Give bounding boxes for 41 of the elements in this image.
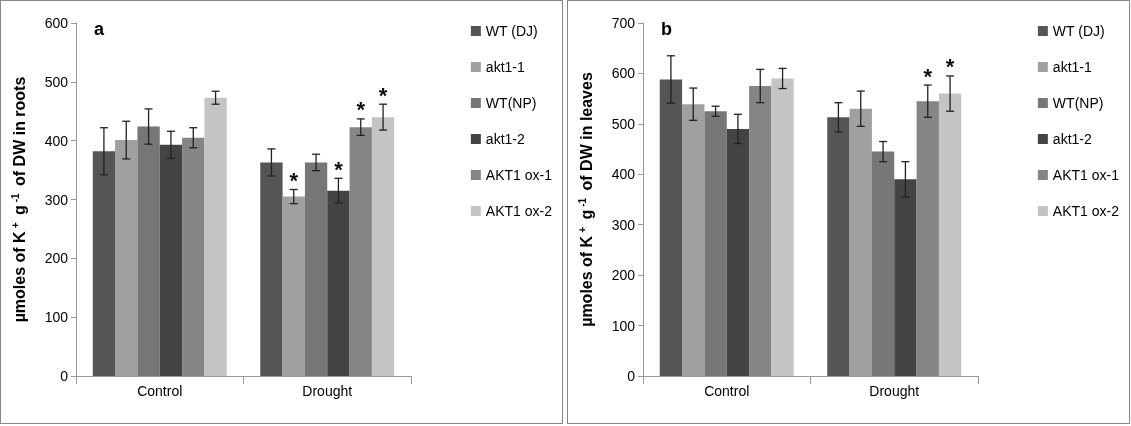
data-label: * (378, 82, 388, 108)
legend-label: akt1-1 (485, 59, 525, 75)
legend-label: WT (DJ) (1052, 23, 1105, 39)
x-tick-label: Drought (302, 383, 353, 399)
data-label: * (356, 97, 366, 123)
legend-label: WT(NP) (1052, 95, 1104, 111)
x-tick-label: Drought (869, 383, 920, 399)
y-tick-label: 300 (611, 216, 636, 233)
y-tick-label: 600 (611, 65, 636, 82)
y-axis-title: µmoles of K+ g-1 of DW in roots (9, 76, 28, 323)
chart-title: a (94, 19, 105, 39)
y-tick-label: 400 (44, 132, 69, 149)
legend-label: AKT1 ox-1 (485, 167, 553, 183)
data-label: * (945, 54, 955, 80)
legend-label: AKT1 ox-1 (1052, 167, 1120, 183)
legend-label: AKT1 ox-2 (1052, 203, 1120, 219)
y-tick-label: 700 (611, 15, 636, 31)
y-axis-title: µmoles of K+ g-1 of DW in leaves (576, 72, 595, 327)
y-tick-label: 300 (44, 191, 69, 208)
y-tick-label: 100 (611, 317, 636, 334)
x-tick-label: Control (137, 383, 183, 399)
legend-label: WT(NP) (485, 95, 537, 111)
y-tick-label: 100 (44, 309, 69, 326)
y-tick-label: 200 (44, 250, 69, 267)
legend-label: AKT1 ox-2 (485, 203, 553, 219)
chart-title: b (661, 19, 672, 39)
data-label: * (334, 156, 344, 182)
legend-label: akt1-2 (1052, 131, 1092, 147)
data-label: * (923, 63, 933, 89)
data-label: * (289, 168, 299, 193)
legend-label: WT (DJ) (485, 23, 538, 39)
y-tick-label: 600 (44, 15, 69, 31)
legend-label: akt1-2 (485, 131, 525, 147)
y-tick-label: 0 (60, 368, 69, 384)
x-tick-label: Control (704, 383, 750, 399)
y-tick-label: 200 (611, 267, 636, 284)
y-tick-label: 0 (627, 368, 636, 384)
legend-label: akt1-1 (1052, 59, 1092, 75)
y-tick-label: 400 (611, 166, 636, 183)
y-tick-label: 500 (611, 115, 636, 132)
y-tick-label: 500 (44, 73, 69, 90)
